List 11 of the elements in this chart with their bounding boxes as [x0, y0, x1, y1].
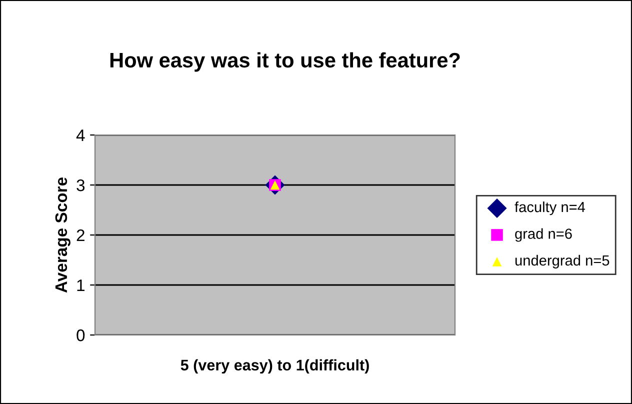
x-axis-title: 5 (very easy) to 1(difficult)	[180, 359, 369, 374]
y-tick-label: 2	[76, 229, 84, 242]
chart-title: How easy was it to use the feature?	[110, 52, 460, 72]
y-tick-label: 4	[76, 130, 85, 142]
legend-label: faculty n=4	[514, 201, 586, 216]
legend-label: grad n=6	[515, 228, 572, 242]
y-tick-label: 0	[76, 329, 85, 342]
y-tick-label: 1	[77, 280, 84, 292]
y-tick-label: 3	[76, 179, 85, 192]
y-axis-title: Average Score	[55, 178, 70, 293]
legend-label: undergrad n=5	[515, 254, 610, 269]
